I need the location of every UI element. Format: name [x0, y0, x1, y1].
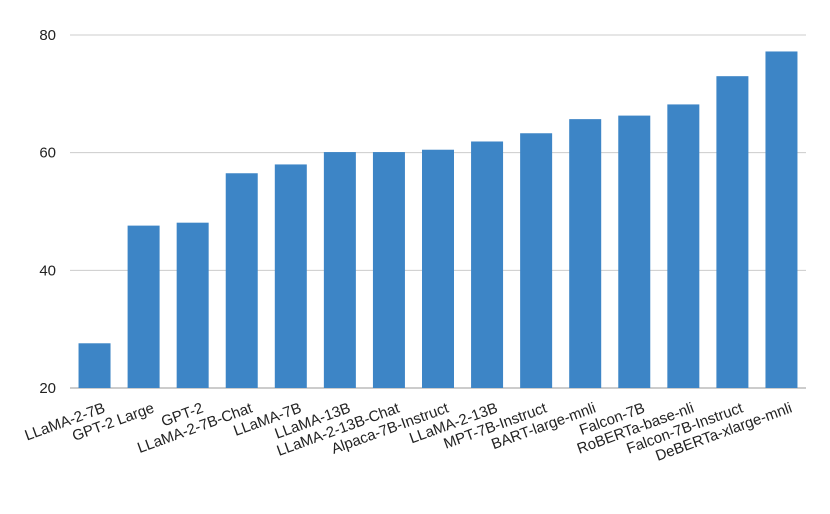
bar [716, 76, 749, 388]
y-axis-tick-labels: 20 40 60 80 [39, 27, 56, 397]
bar [422, 149, 454, 388]
bar [569, 119, 602, 389]
y-tick-label: 40 [39, 262, 56, 279]
bar [520, 133, 553, 388]
y-tick-label: 80 [39, 27, 56, 44]
y-tick-label: 60 [39, 145, 56, 162]
bar [225, 173, 258, 388]
bar [765, 51, 798, 389]
bars [78, 51, 798, 389]
bar [78, 343, 111, 388]
bar [274, 164, 307, 388]
y-tick-label: 20 [39, 380, 56, 397]
bar [471, 141, 504, 388]
bar [372, 152, 405, 388]
bar [176, 222, 209, 388]
bar [323, 152, 356, 388]
bar [667, 104, 700, 388]
bar [618, 115, 651, 388]
bar [127, 225, 160, 388]
